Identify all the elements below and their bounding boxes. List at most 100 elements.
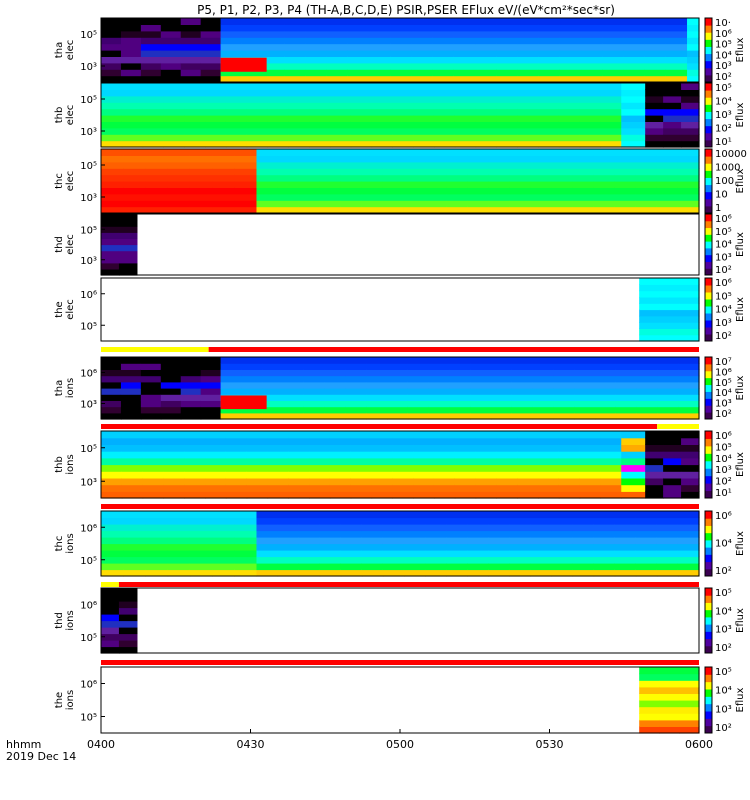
- heatmap-cell: [475, 457, 497, 466]
- heatmap-cell: [538, 121, 560, 129]
- heatmap-cell: [659, 322, 680, 329]
- heatmap-cell: [623, 69, 646, 77]
- heatmap-cell: [101, 115, 123, 122]
- heatmap-cell: [581, 30, 603, 38]
- heatmap-cell: [496, 24, 519, 32]
- heatmap-cell: [382, 543, 405, 551]
- heatmap-cell: [241, 69, 264, 77]
- heatmap-cell: [496, 451, 518, 459]
- heatmap-cell: [382, 181, 405, 188]
- heatmap-cell: [160, 24, 182, 32]
- heatmap-cell: [659, 328, 680, 336]
- heatmap-cell: [101, 375, 122, 383]
- heatmap-cell: [123, 563, 147, 571]
- heatmap-cell: [614, 543, 637, 551]
- colorbar-cell: [705, 561, 712, 570]
- heatmap-segment-cool: [220, 18, 688, 83]
- heatmap-cell: [234, 556, 258, 564]
- heatmap-cell: [371, 477, 393, 486]
- heatmap-cell: [614, 161, 637, 169]
- heatmap-cell: [579, 457, 602, 466]
- heatmap-cell: [319, 149, 342, 156]
- heatmap-cell: [645, 127, 664, 135]
- heatmap-cell: [220, 412, 242, 420]
- heatmap-cell: [475, 431, 497, 439]
- heatmap-cell: [118, 238, 138, 246]
- heatmap-cell: [677, 168, 700, 176]
- heatmap-cell: [212, 517, 235, 525]
- heatmap-segment-magma: [101, 214, 138, 276]
- heatmap-cell: [602, 30, 625, 38]
- heatmap-cell: [263, 24, 285, 32]
- heatmap-cell: [256, 524, 279, 532]
- heatmap-cell: [167, 206, 191, 214]
- colorbar-cell: [705, 18, 712, 26]
- heatmap-cell: [677, 517, 700, 525]
- heatmap-cell: [220, 388, 242, 395]
- heatmap-cell: [639, 700, 660, 708]
- heatmap-cell: [593, 511, 616, 519]
- heatmap-cell: [101, 37, 122, 45]
- heatmap-cell: [663, 83, 682, 90]
- heatmap-cell: [639, 680, 660, 688]
- heatmap-cell: [241, 18, 264, 25]
- heatmap-cell: [600, 464, 622, 472]
- heatmap-cell: [572, 524, 595, 532]
- panel-background: [101, 214, 699, 275]
- heatmap-cell: [475, 95, 497, 103]
- heatmap-cell: [403, 524, 426, 532]
- heatmap-cell: [267, 140, 289, 148]
- heatmap-cell: [454, 451, 477, 459]
- heatmap-cell: [189, 550, 213, 558]
- heatmap-cell: [256, 200, 279, 208]
- heatmap-cell: [413, 121, 435, 129]
- heatmap-cell: [433, 471, 456, 479]
- heatmap-cell: [559, 24, 582, 32]
- colorbar-frame: [704, 510, 713, 577]
- heatmap-cell: [532, 375, 554, 383]
- heatmap-cell: [121, 140, 144, 148]
- heatmap-cell: [184, 491, 206, 499]
- heatmap-cell: [212, 161, 235, 169]
- heatmap-cell: [220, 369, 242, 377]
- heatmap-cell: [118, 588, 138, 596]
- heatmap-cell: [558, 108, 581, 116]
- heatmap-cell: [305, 24, 328, 32]
- heatmap-cell: [180, 18, 202, 25]
- heatmap-cell: [551, 543, 574, 551]
- heatmap-cell: [403, 206, 426, 214]
- heatmap-cell: [246, 457, 269, 466]
- heatmap-cell: [509, 174, 532, 182]
- heatmap-cell: [234, 569, 258, 577]
- heatmap-cell: [467, 168, 489, 176]
- heatmap-cell: [392, 115, 414, 122]
- heatmap-cell: [403, 556, 426, 564]
- colorbar-cell: [705, 241, 712, 249]
- heatmap-cell: [121, 134, 144, 142]
- heatmap-cell: [491, 369, 513, 377]
- heatmap-cell: [433, 127, 456, 135]
- heatmap-cell: [432, 69, 455, 77]
- heatmap-cell: [101, 43, 122, 51]
- heatmap-cell: [407, 369, 430, 377]
- heatmap-cell: [246, 95, 269, 103]
- colorbar-cell: [705, 278, 712, 286]
- heatmap-cell: [347, 56, 370, 64]
- heatmap-cell: [101, 174, 124, 182]
- heatmap-cell: [283, 369, 305, 377]
- heatmap-cell: [659, 706, 680, 714]
- heatmap-cell: [123, 187, 147, 195]
- heatmap-cell: [101, 588, 120, 596]
- heatmap-cell: [679, 328, 700, 336]
- heatmap-cell: [645, 140, 664, 148]
- heatmap-cell: [123, 168, 147, 176]
- heatmap-cell: [267, 83, 289, 90]
- heatmap-cell: [350, 127, 373, 135]
- heatmap-cell: [361, 517, 384, 525]
- heatmap-cell: [200, 24, 222, 32]
- heatmap-cell: [403, 174, 426, 182]
- heatmap-cell: [511, 388, 534, 395]
- heatmap-cell: [241, 37, 264, 45]
